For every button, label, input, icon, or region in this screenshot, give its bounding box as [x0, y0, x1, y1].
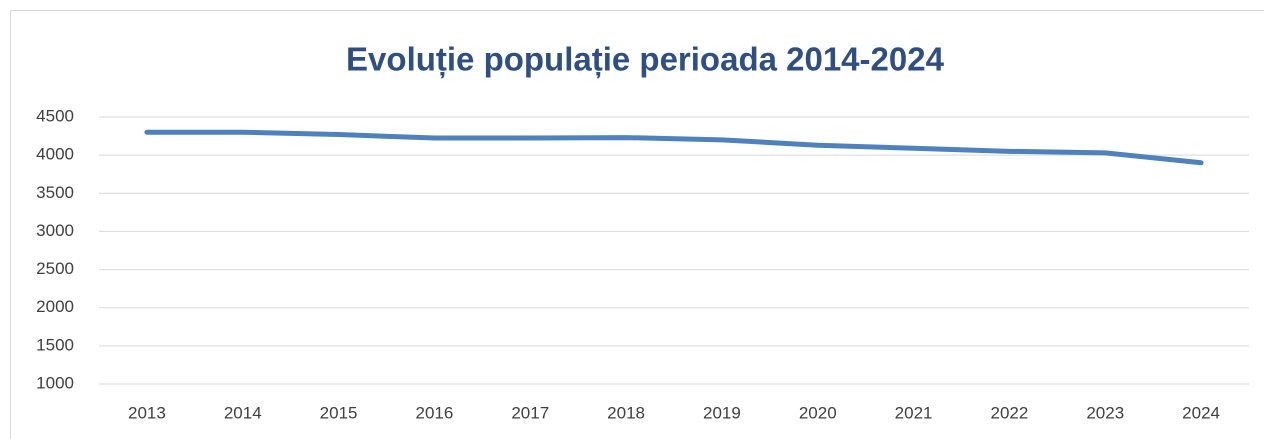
x-tick-label: 2022: [991, 403, 1029, 422]
y-tick-label: 4500: [36, 106, 74, 125]
x-tick-label: 2021: [895, 403, 933, 422]
x-tick-label: 2023: [1086, 403, 1124, 422]
chart-title: Evoluție populație perioada 2014-2024: [346, 41, 945, 79]
x-tick-label: 2017: [511, 403, 549, 422]
x-tick-label: 2016: [416, 403, 454, 422]
y-tick-label: 3000: [36, 221, 74, 240]
y-tick-label: 2000: [36, 297, 74, 316]
x-tick-label: 2013: [128, 403, 166, 422]
data-line: [144, 129, 1204, 166]
x-tick-label: 2018: [607, 403, 645, 422]
y-tick-label: 1000: [36, 373, 74, 392]
x-tick-label: 2020: [799, 403, 837, 422]
y-tick-label: 1500: [36, 335, 74, 354]
chart-frame: [10, 10, 1264, 439]
y-tick-label: 4000: [36, 145, 74, 164]
y-tick-label: 3500: [36, 183, 74, 202]
x-tick-label: 2015: [320, 403, 358, 422]
y-tick-label: 2500: [36, 259, 74, 278]
x-tick-label: 2024: [1182, 403, 1220, 422]
x-tick-label: 2019: [703, 403, 741, 422]
x-tick-label: 2014: [224, 403, 262, 422]
